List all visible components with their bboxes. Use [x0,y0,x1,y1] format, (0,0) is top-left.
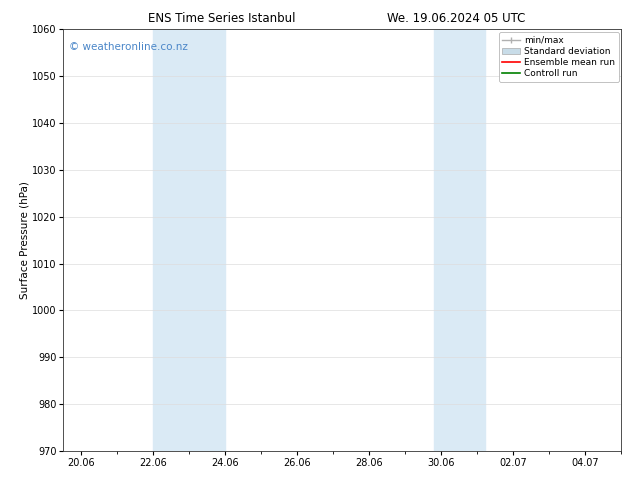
Text: © weatheronline.co.nz: © weatheronline.co.nz [69,42,188,52]
Legend: min/max, Standard deviation, Ensemble mean run, Controll run: min/max, Standard deviation, Ensemble me… [499,32,619,82]
Bar [434,29,484,451]
Bar [153,29,225,451]
Y-axis label: Surface Pressure (hPa): Surface Pressure (hPa) [19,181,29,299]
Text: We. 19.06.2024 05 UTC: We. 19.06.2024 05 UTC [387,12,526,25]
Text: ENS Time Series Istanbul: ENS Time Series Istanbul [148,12,295,25]
